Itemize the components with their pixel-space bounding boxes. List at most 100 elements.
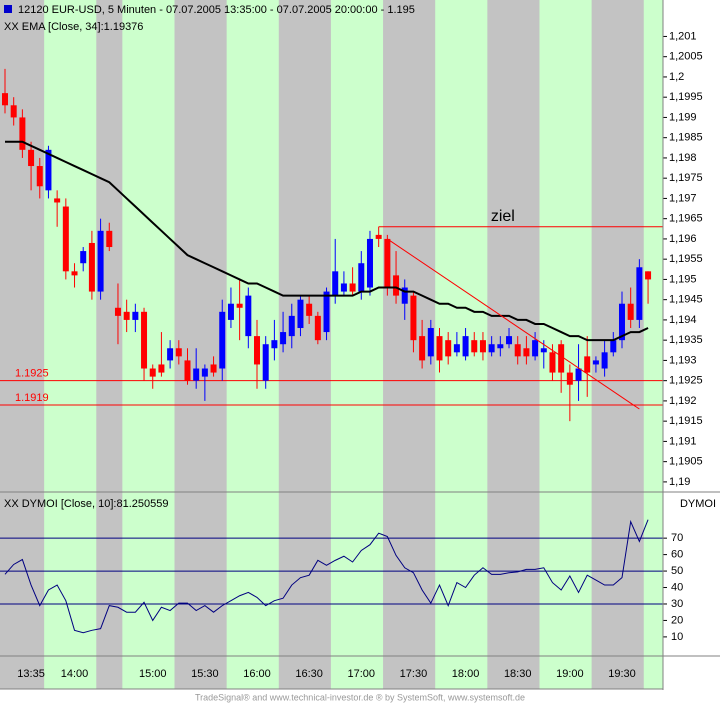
candle-body (132, 311, 139, 320)
candle-body (488, 344, 495, 353)
session-band (643, 0, 663, 689)
y-tick-label: 70 (671, 532, 683, 544)
candle-body (610, 340, 617, 353)
y-tick-label: 1,2 (669, 71, 684, 83)
candle-body (532, 340, 539, 357)
candle-body (497, 344, 504, 349)
candle-body (558, 344, 565, 373)
candle-body (358, 263, 365, 292)
x-tick-label: 14:00 (61, 668, 89, 680)
candle-body (19, 117, 26, 150)
y-tick-label: 1,199 (669, 111, 697, 123)
candle-body (36, 166, 43, 187)
y-tick-label: 1,194 (669, 314, 697, 326)
candle-body (575, 368, 582, 381)
x-tick-label: 18:30 (504, 668, 532, 680)
candle-body (54, 198, 61, 203)
candle-body (332, 271, 339, 296)
candle-body (184, 360, 191, 381)
level-label: 1.1925 (15, 368, 49, 380)
y-tick-label: 1,1915 (669, 415, 703, 427)
y-tick-label: 1,193 (669, 354, 697, 366)
x-tick-label: 18:00 (452, 668, 480, 680)
x-tick-label: 15:30 (191, 668, 219, 680)
candle-body (114, 307, 121, 316)
candle-body (28, 149, 35, 167)
candle-body (445, 340, 452, 357)
candle-body (566, 372, 573, 385)
candle-body (306, 303, 313, 316)
level-label: 1.1919 (15, 392, 49, 404)
candle-body (88, 242, 95, 292)
candle-body (349, 283, 356, 292)
y-tick-label: 1,1965 (669, 213, 703, 225)
y-tick-label: 1,1995 (669, 91, 703, 103)
x-tick-label: 19:00 (556, 668, 584, 680)
candle-body (636, 267, 643, 320)
candle-body (471, 340, 478, 353)
y-tick-label: 40 (671, 581, 683, 593)
candle-body (601, 352, 608, 369)
y-tick-label: 1,2005 (669, 51, 703, 63)
x-tick-label: 16:00 (243, 668, 271, 680)
candle-body (201, 368, 208, 377)
y-tick-label: 1,196 (669, 233, 697, 245)
candle-body (410, 295, 417, 341)
candle-body (297, 299, 304, 329)
y-tick-label: 1,1945 (669, 294, 703, 306)
y-tick-label: 1,1935 (669, 334, 703, 346)
axis-label: DYMOI (680, 498, 716, 510)
y-tick-label: 50 (671, 565, 683, 577)
candle-body (254, 336, 261, 365)
candle-body (627, 303, 634, 320)
y-tick-label: 1,191 (669, 435, 697, 447)
candle-body (340, 283, 347, 292)
candle-body (584, 356, 591, 373)
candle-body (453, 344, 460, 353)
footer-bg (0, 689, 720, 704)
candle-body (158, 364, 165, 373)
candle-body (245, 295, 252, 337)
candle-body (262, 344, 269, 381)
candle-body (323, 291, 330, 333)
candle-body (401, 287, 408, 304)
candle-body (141, 311, 148, 369)
candle-body (540, 348, 547, 353)
candle-body (123, 311, 130, 320)
candle-body (71, 271, 78, 276)
legend-icon (4, 5, 12, 13)
y-tick-label: 1,1985 (669, 132, 703, 144)
session-band (539, 0, 592, 689)
candle-body (175, 348, 182, 357)
candle-body (149, 368, 156, 377)
candle-body (645, 271, 652, 280)
candle-body (393, 275, 400, 296)
legend-entry: XX EMA [Close, 34]:1.19376 (4, 21, 143, 33)
session-band (44, 0, 97, 689)
y-tick-label: 1,1975 (669, 172, 703, 184)
y-tick-label: 1,198 (669, 152, 697, 164)
session-band (330, 0, 384, 689)
indicator-line (4, 519, 649, 634)
y-tick-label: 1,201 (669, 30, 697, 42)
candle-body (506, 336, 513, 345)
y-tick-label: 1,19 (669, 476, 690, 488)
y-tick-label: 20 (671, 614, 683, 626)
candle-body (167, 348, 174, 361)
trend-line (387, 238, 640, 410)
session-band (122, 0, 175, 689)
candle-body (462, 336, 469, 357)
x-tick-label: 17:30 (400, 668, 428, 680)
candle-body (314, 315, 321, 341)
y-tick-label: 60 (671, 549, 683, 561)
chart-title: 12120 EUR-USD, 5 Minuten - 07.07.2005 13… (18, 4, 415, 16)
session-band (226, 0, 279, 689)
candle-body (592, 360, 599, 365)
candle-body (384, 238, 391, 288)
candle-body (227, 303, 234, 320)
candle-body (419, 336, 426, 361)
candle-body (193, 368, 200, 381)
legend-entry: XX DYMOI [Close, 10]:81.250559 (4, 498, 168, 510)
x-tick-label: 13:35 (17, 668, 45, 680)
